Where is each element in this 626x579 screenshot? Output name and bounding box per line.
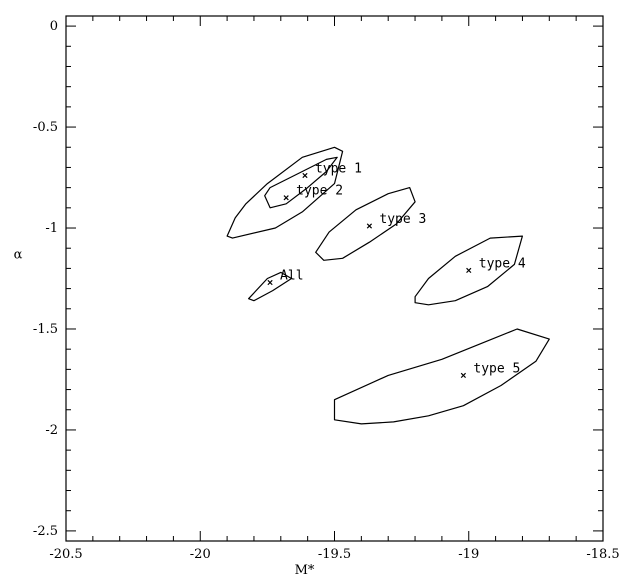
marker-stroke (366, 223, 373, 229)
y-tick-label: -0.5 (33, 120, 58, 135)
marker-all (267, 279, 273, 286)
marker-stroke (302, 172, 308, 179)
marker-stroke (267, 279, 273, 286)
label-type-3: type 3 (379, 212, 426, 227)
axes: -20.5 -20 -19.5 -19 -18.5 0 -0.5 -1 -1.5 -2 -2.5 M*… (14, 15, 620, 578)
y-tick-label: -1.5 (33, 322, 58, 337)
marker-type-4 (466, 267, 472, 274)
contour-all (248, 271, 293, 302)
label-all: All (280, 269, 303, 284)
plot-frame (65, 15, 604, 542)
x-tick-label: -20 (190, 547, 211, 562)
marker-type-3 (366, 223, 373, 229)
y-tick-label: -2.5 (33, 524, 58, 539)
marker-type-5 (460, 372, 467, 379)
y-tick-label: -2 (45, 423, 58, 438)
marker-stroke (460, 372, 467, 379)
confidence-contours (226, 146, 550, 425)
x-axis-label: M* (295, 563, 315, 578)
contour-type-2 (264, 156, 338, 209)
contour-type-5 (333, 328, 550, 425)
marker-type-1 (302, 172, 308, 179)
x-tick-label: -19.5 (318, 547, 351, 562)
x-tick-label: -19 (458, 547, 479, 562)
y-tick-label: 0 (50, 19, 58, 34)
marker-type-2 (283, 195, 289, 201)
marker-stroke (466, 267, 472, 274)
label-type-4: type 4 (479, 256, 526, 271)
contour-type-4 (414, 235, 524, 306)
x-tick-label: -20.5 (49, 547, 82, 562)
label-type-5: type 5 (473, 361, 520, 376)
label-type-1: type 1 (315, 162, 362, 177)
y-tick-label: -1 (45, 221, 58, 236)
contour-type-1 (226, 146, 344, 239)
label-type-2: type 2 (296, 184, 343, 199)
marker-stroke (283, 195, 289, 201)
best-fit-markers (267, 172, 472, 379)
y-axis-label: α (14, 248, 23, 263)
x-tick-label: -18.5 (586, 547, 619, 562)
annotations: type 1 type 2 type 3 type 4 type 5 All (280, 162, 526, 377)
contour-type-3 (315, 187, 416, 261)
